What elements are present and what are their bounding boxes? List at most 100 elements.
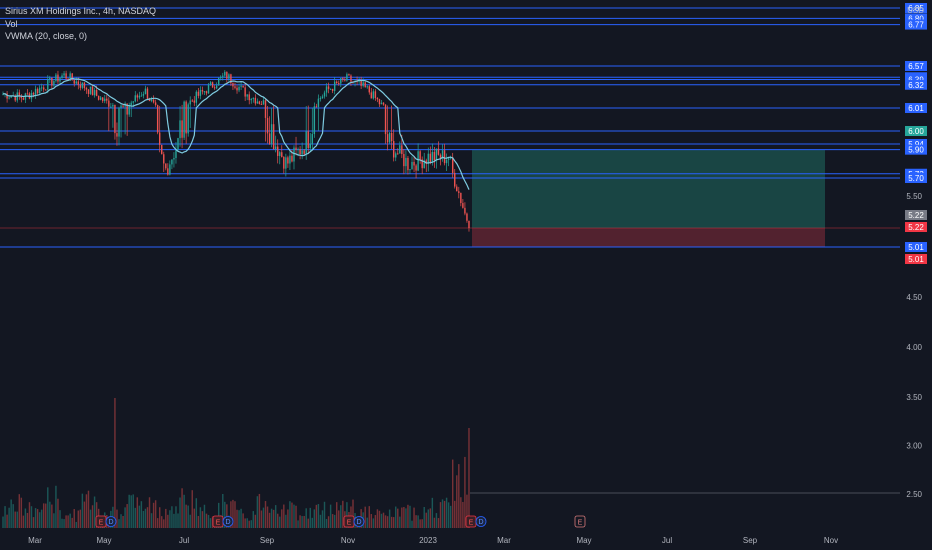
- volume-bar: [327, 516, 330, 528]
- price-badge[interactable]: [905, 126, 927, 136]
- volume-bar: [281, 509, 283, 528]
- time-label: Nov: [824, 536, 838, 545]
- candle-body: [203, 91, 206, 93]
- price-badge[interactable]: [905, 254, 927, 264]
- candle-body: [87, 89, 90, 94]
- candle-body: [171, 159, 173, 165]
- volume-bar: [346, 502, 348, 528]
- candle-body: [301, 150, 303, 155]
- price-badge-label: 5.90: [908, 146, 924, 155]
- candle-body: [175, 150, 177, 159]
- volume-bar: [10, 499, 12, 528]
- candle-body: [411, 161, 413, 170]
- price-badge[interactable]: [905, 13, 927, 24]
- dividend-marker[interactable]: [475, 516, 487, 527]
- volume-bar: [458, 464, 460, 528]
- volume-bar: [199, 507, 202, 528]
- candle-body: [313, 106, 316, 135]
- volume-bar: [297, 520, 299, 528]
- price-badge[interactable]: [905, 210, 927, 220]
- candle-body: [299, 149, 301, 155]
- price-badge[interactable]: [905, 79, 927, 90]
- candle-body: [327, 86, 330, 89]
- price-badge[interactable]: [905, 242, 927, 252]
- loss-zone[interactable]: [472, 228, 825, 247]
- price-badge[interactable]: [905, 173, 927, 183]
- volume-bar: [63, 519, 65, 528]
- volume-bar: [268, 512, 271, 528]
- volume-bar: [368, 506, 370, 528]
- volume-bar: [28, 502, 31, 528]
- volume-bar: [69, 513, 71, 528]
- volume-legend[interactable]: Vol: [5, 18, 18, 29]
- candle-body: [38, 87, 41, 94]
- candle-body: [413, 161, 415, 166]
- volume-bar: [441, 499, 444, 528]
- price-axis[interactable]: 4.504.003.503.002.506.856.806.776.576.42…: [905, 3, 927, 499]
- candle-body: [380, 102, 383, 105]
- dividend-marker[interactable]: [353, 516, 365, 527]
- candle-body: [289, 155, 291, 164]
- position-tool[interactable]: [0, 149, 900, 247]
- earnings-marker-label: E: [216, 520, 221, 527]
- symbol-title[interactable]: Sirius XM Holdings Inc., 4h, NASDAQ: [5, 6, 157, 16]
- candle-body: [451, 157, 454, 173]
- candle-body: [110, 106, 112, 108]
- price-badge[interactable]: [905, 61, 927, 71]
- volume-bar: [401, 507, 403, 528]
- candle-body: [226, 71, 228, 79]
- volume-bar: [425, 512, 427, 528]
- candle-body: [195, 91, 198, 103]
- horizontal-levels[interactable]: [0, 7, 900, 494]
- indicator-legend[interactable]: VWMA (20, close, 0): [5, 31, 88, 41]
- volume-bar: [205, 513, 208, 528]
- volume-bar: [342, 500, 344, 528]
- volume-bar: [152, 502, 155, 528]
- price-badge[interactable]: [905, 74, 927, 85]
- volume-bar: [311, 517, 314, 528]
- candle-body: [468, 220, 470, 228]
- candle-body: [59, 77, 61, 82]
- candle-body: [303, 150, 305, 154]
- volume-bar: [57, 498, 59, 528]
- volume-bar: [191, 490, 193, 528]
- candle-body: [439, 154, 442, 159]
- volume-bar: [65, 515, 67, 528]
- volume-bar: [4, 506, 6, 528]
- price-badge[interactable]: [905, 19, 927, 30]
- dividend-marker[interactable]: [105, 516, 117, 527]
- price-badge[interactable]: [905, 3, 927, 13]
- volume-bar: [303, 515, 305, 528]
- volume-bar: [114, 398, 116, 528]
- profit-zone[interactable]: [472, 149, 825, 228]
- volume-bar: [285, 514, 287, 528]
- price-badge[interactable]: [905, 222, 927, 232]
- candle-body: [144, 88, 147, 95]
- candle-body: [397, 153, 399, 155]
- volume-bar: [83, 501, 86, 528]
- candle-body: [348, 74, 350, 76]
- earnings-marker[interactable]: [574, 515, 586, 528]
- volume-bar: [154, 500, 157, 528]
- price-badge[interactable]: [905, 103, 927, 113]
- volume-bar: [197, 516, 200, 528]
- candle-body: [254, 97, 257, 104]
- candle-body: [429, 153, 432, 163]
- price-badge[interactable]: [905, 144, 927, 155]
- candle-body: [329, 88, 332, 90]
- volume-bar: [193, 508, 195, 528]
- price-tick-label: 2.50: [906, 490, 922, 499]
- currency-label: USD: [907, 6, 924, 15]
- candle-body: [73, 80, 75, 84]
- volume-bar: [427, 509, 429, 528]
- candle-body: [177, 138, 179, 151]
- dividend-marker[interactable]: [222, 516, 234, 527]
- candle-body: [205, 91, 208, 94]
- price-badge[interactable]: [905, 139, 927, 149]
- candle-body: [460, 192, 462, 204]
- candle-body: [295, 147, 297, 150]
- candle-body: [224, 71, 226, 76]
- time-axis[interactable]: Mar May Jul Sep Nov 2023 Mar May Jul Sep Nov: [28, 536, 838, 545]
